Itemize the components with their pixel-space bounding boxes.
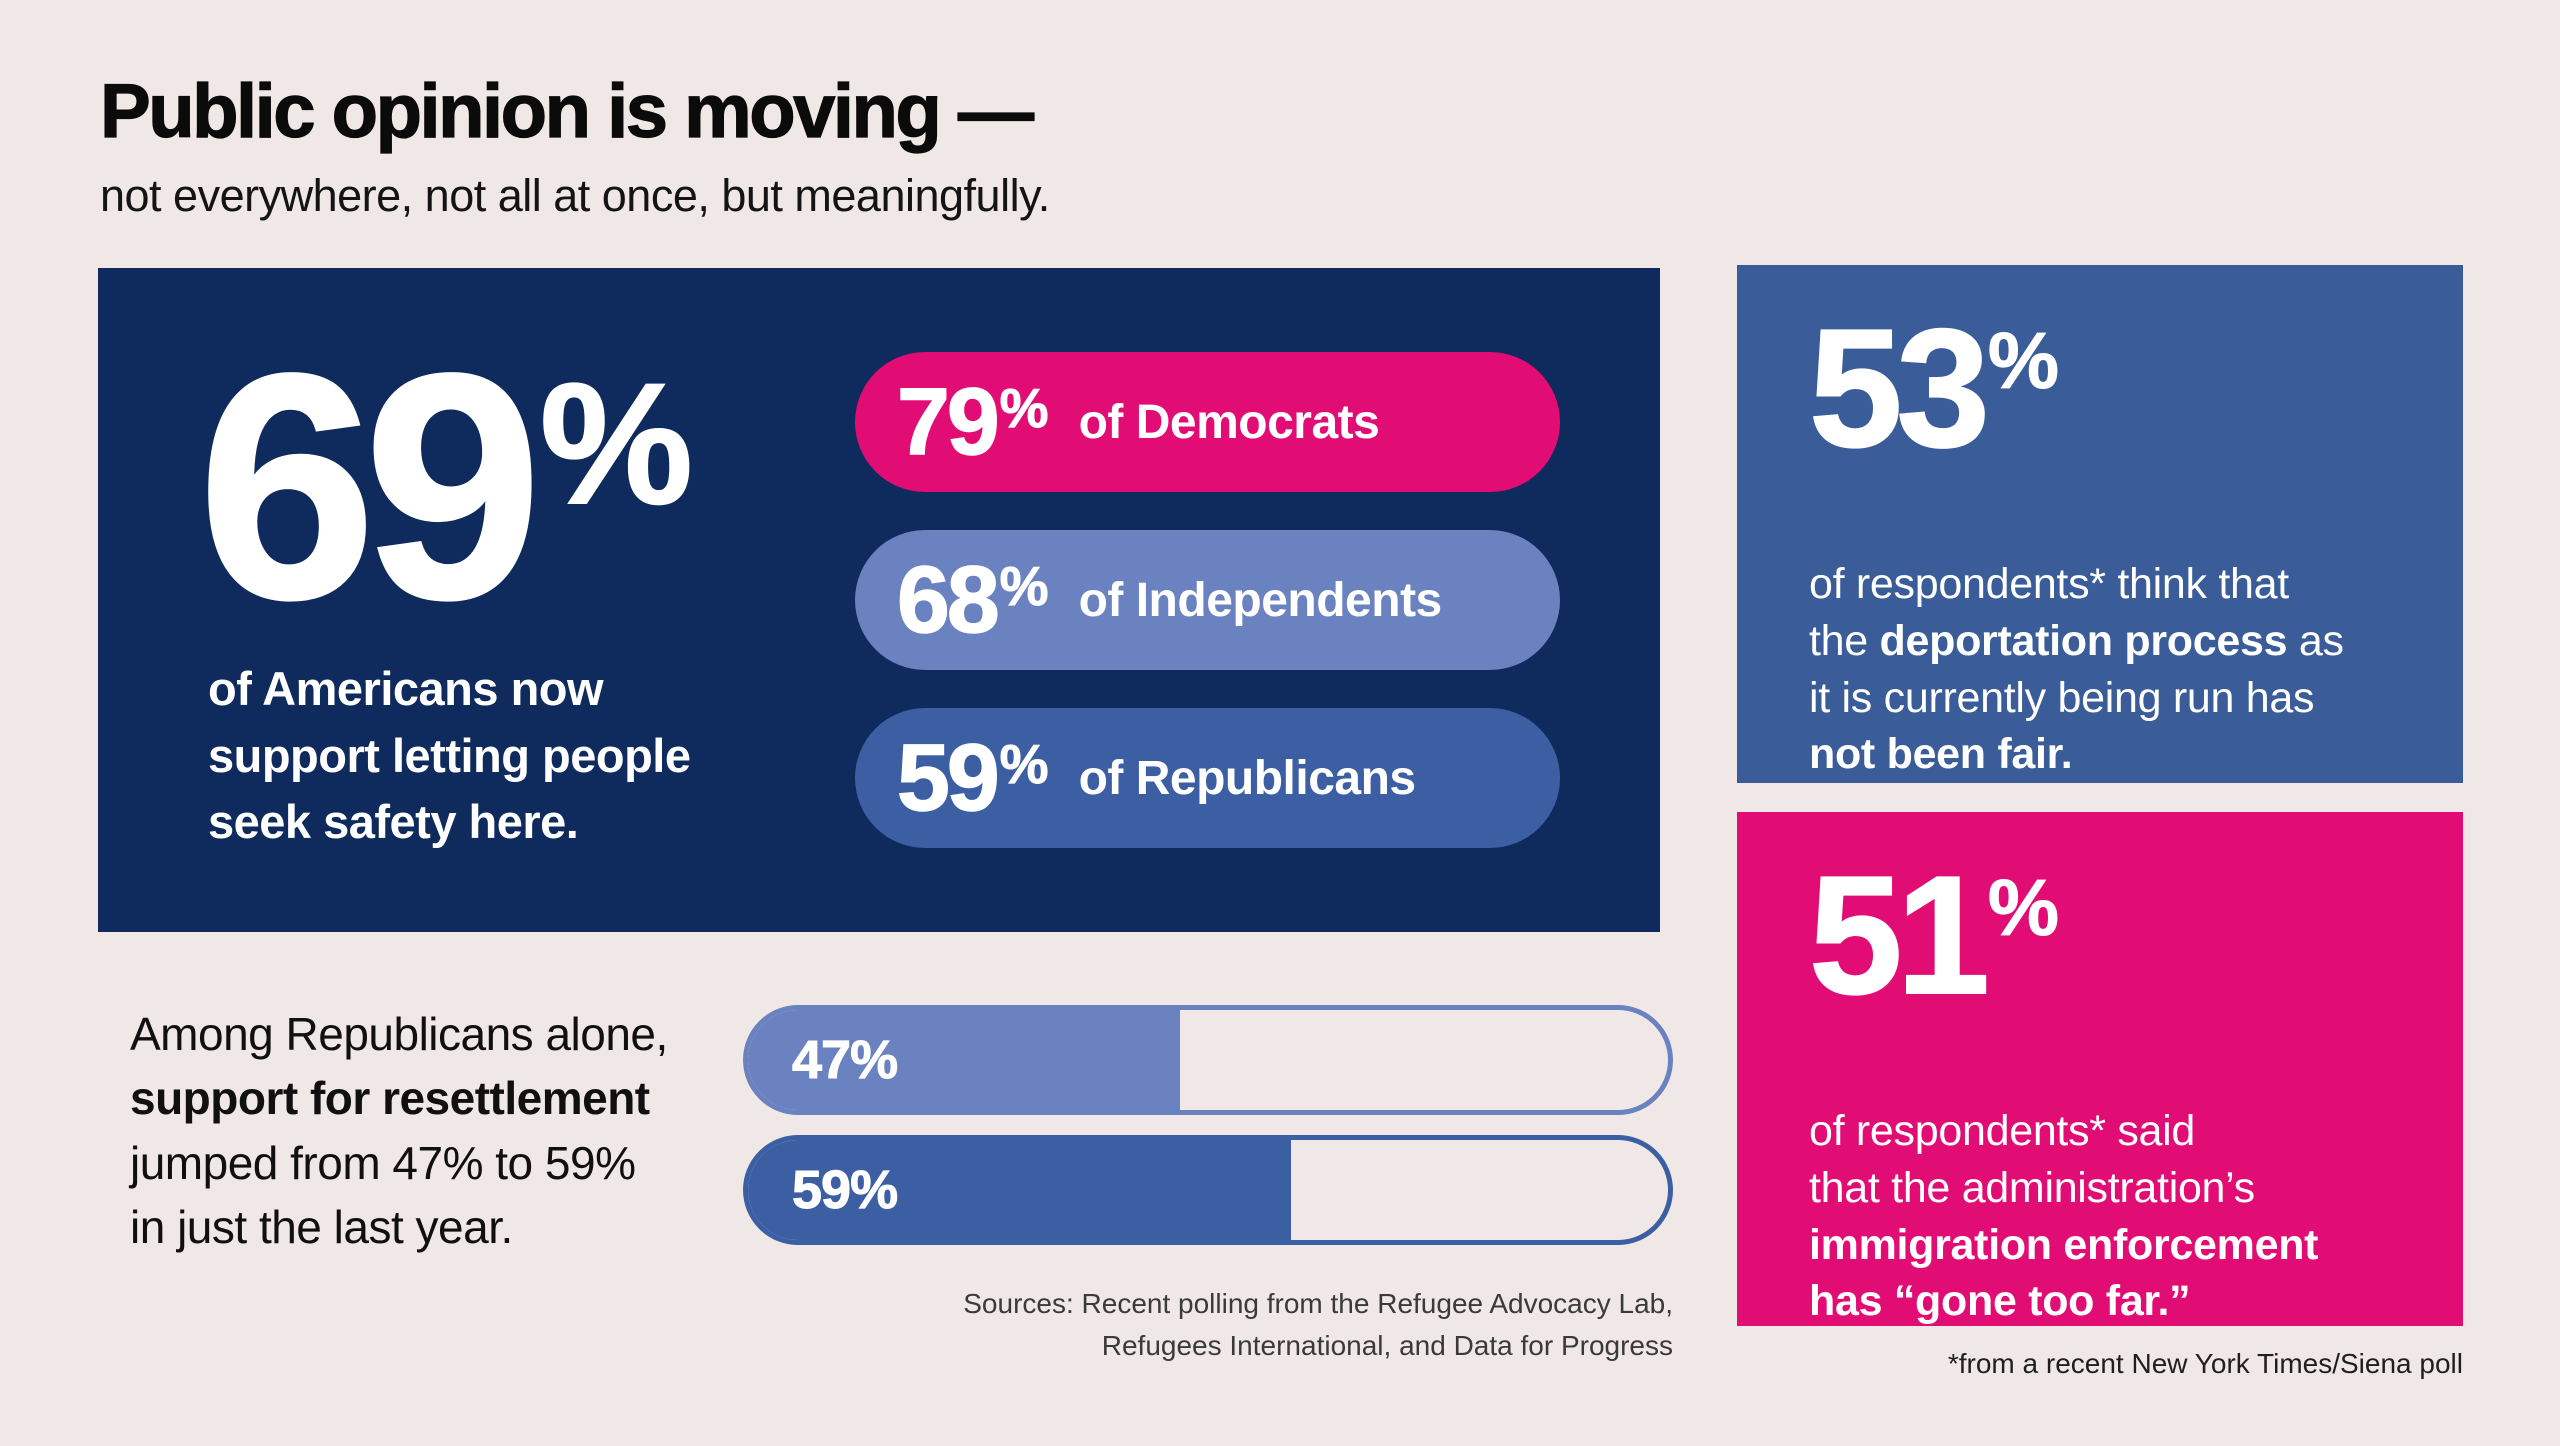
hero-stat-value: 69 (197, 307, 544, 665)
enforcement-card-line-4: has “gone too far.” (1809, 1277, 2191, 1326)
pill-republicans-percent-sign: % (999, 733, 1049, 795)
pill-independents-percent-sign: % (999, 555, 1049, 617)
pill-republicans-value: 59 (896, 725, 1000, 831)
hero-stat-caption: of Americans now support letting people … (208, 656, 691, 856)
enforcement-card-line-3: immigration enforcement (1809, 1220, 2319, 1269)
republican-shift-line-3: jumped from 47% to 59% (130, 1136, 636, 1189)
pill-independents-label: of Independents (1078, 573, 1443, 627)
national-support-card: 69 % of Americans now support letting pe… (98, 268, 1660, 932)
bar-59-percent-label: 59% (791, 1160, 898, 1221)
pill-democrats-value: 79 (896, 369, 1000, 475)
enforcement-card-text: of respondents* said that the administra… (1809, 1103, 2407, 1330)
deportation-card-line-3: it is currently being run has (1809, 673, 2315, 722)
pill-republicans-stat: 59 % (896, 725, 1049, 831)
republican-shift-line-4: in just the last year. (130, 1201, 513, 1254)
pill-independents: 68 % of Independents (855, 530, 1560, 670)
pill-republicans-label: of Republicans (1078, 751, 1417, 805)
pill-independents-stat: 68 % (896, 547, 1049, 653)
deportation-card-line-2: the deportation process as (1809, 616, 2344, 665)
page-title: Public opinion is moving — (99, 69, 1034, 154)
republican-shift-paragraph: Among Republicans alone, support for res… (130, 1002, 668, 1260)
hero-caption-line-1: of Americans now (208, 662, 604, 715)
enforcement-card-line-1: of respondents* said (1809, 1107, 2196, 1156)
deportation-card-stat: 53 % (1808, 294, 2060, 482)
pill-democrats-percent-sign: % (999, 377, 1049, 439)
pill-democrats: 79 % of Democrats (855, 352, 1560, 492)
bar-47-percent-fill: 47% (748, 1010, 1181, 1110)
pill-independents-value: 68 (896, 547, 1000, 653)
deportation-card-value: 53 (1808, 294, 1991, 482)
republican-shift-line-1: Among Republicans alone, (130, 1008, 668, 1060)
deportation-fairness-card: 53 % of respondents* think that the depo… (1737, 265, 2463, 783)
enforcement-card-stat: 51 % (1808, 841, 2060, 1029)
pill-democrats-stat: 79 % (896, 369, 1049, 475)
bar-59-percent-fill: 59% (748, 1140, 1291, 1240)
enforcement-too-far-card: 51 % of respondents* said that the admin… (1737, 812, 2463, 1326)
poll-footnote: *from a recent New York Times/Siena poll (1947, 1348, 2463, 1379)
hero-caption-line-2: support letting people (208, 728, 691, 782)
enforcement-card-value: 51 (1808, 841, 1991, 1029)
deportation-card-percent-sign: % (1987, 316, 2060, 405)
sources-line-1: Sources: Recent polling from the Refugee… (963, 1288, 1673, 1319)
republican-shift-line-2: support for resettlement (130, 1072, 650, 1125)
sources-note: Sources: Recent polling from the Refugee… (963, 1283, 1673, 1367)
page-subtitle: not everywhere, not all at once, but mea… (100, 169, 1050, 221)
deportation-card-text: of respondents* think that the deportati… (1809, 556, 2407, 783)
bar-59-percent: 59% (743, 1135, 1673, 1245)
pill-republicans: 59 % of Republicans (855, 708, 1560, 848)
bar-47-percent: 47% (743, 1005, 1673, 1115)
header: Public opinion is moving — not everywher… (99, 69, 1050, 222)
hero-stat-percent-sign: % (539, 348, 694, 540)
sources-line-2: Refugees International, and Data for Pro… (1101, 1330, 1673, 1361)
deportation-card-line-1: of respondents* think that (1809, 560, 2289, 609)
hero-caption-line-3: seek safety here. (208, 795, 579, 849)
bar-47-percent-label: 47% (791, 1030, 898, 1091)
hero-stat-69: 69 % (197, 307, 694, 665)
party-support-pills: 79 % of Democrats 68 % of Independents 5… (855, 352, 1560, 848)
enforcement-card-line-2: that the administration’s (1809, 1163, 2255, 1212)
resettlement-support-bars: 47% 59% (743, 1005, 1673, 1265)
deportation-card-line-4: not been fair. (1809, 730, 2073, 779)
enforcement-card-percent-sign: % (1987, 863, 2060, 952)
pill-democrats-label: of Democrats (1078, 395, 1380, 449)
